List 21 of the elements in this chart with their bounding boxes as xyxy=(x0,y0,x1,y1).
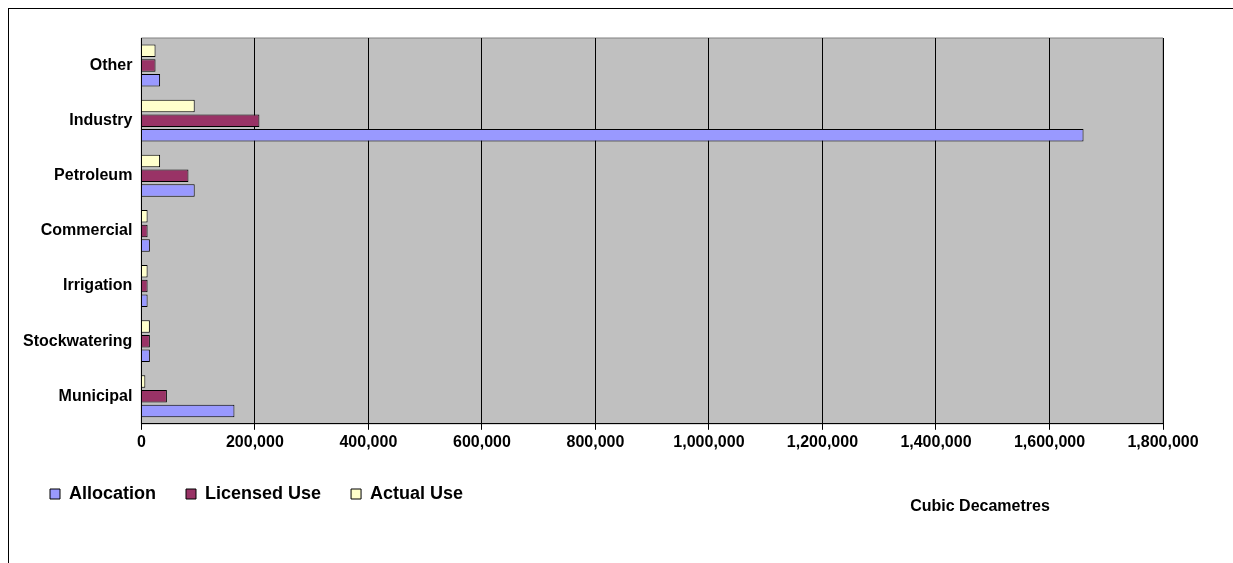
y-tick-label: Irrigation xyxy=(63,276,133,294)
x-tick-label: 200,000 xyxy=(225,432,284,450)
x-tick-label: 1,200,000 xyxy=(786,432,859,450)
x-tick-label: 0 xyxy=(136,432,146,450)
y-tick-label: Municipal xyxy=(58,386,133,404)
x-tick-label: 400,000 xyxy=(339,432,398,450)
x-tick-label: 600,000 xyxy=(452,432,511,450)
x-tick-label: 1,800,000 xyxy=(1127,432,1199,450)
legend-label: Allocation xyxy=(69,482,157,503)
x-tick-label: 1,000,000 xyxy=(673,432,745,450)
y-tick-label: Industry xyxy=(69,111,133,129)
x-tick-label: 1,600,000 xyxy=(1013,432,1086,450)
y-tick-label: Stockwatering xyxy=(23,331,133,349)
legend-label: Actual Use xyxy=(370,482,464,503)
x-axis-title: Cubic Decametres xyxy=(910,497,1050,515)
x-tick-label: 1,400,000 xyxy=(900,432,972,450)
y-tick-label: Petroleum xyxy=(54,166,133,184)
y-tick-label: Other xyxy=(89,55,133,73)
legend-label: Licensed Use xyxy=(205,482,322,503)
y-tick-label: Commercial xyxy=(40,221,133,239)
x-tick-label: 800,000 xyxy=(566,432,625,450)
